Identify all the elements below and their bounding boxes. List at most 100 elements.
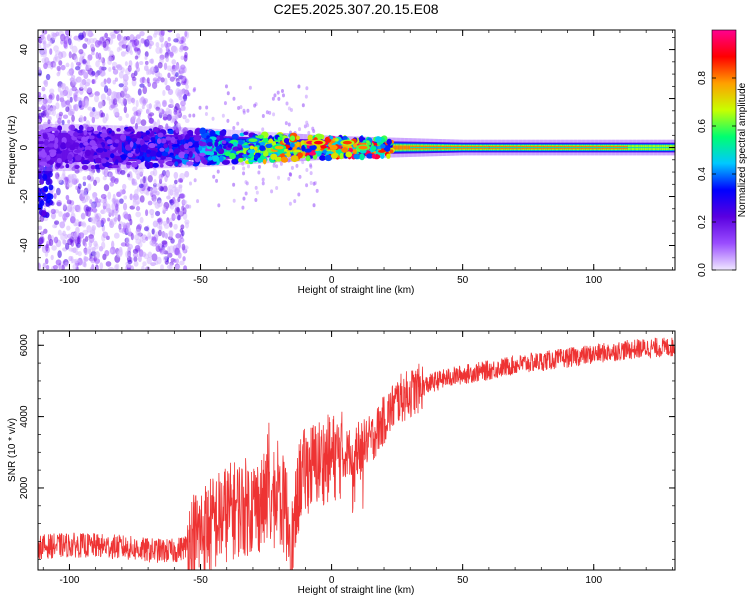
- noise-cell: [147, 232, 152, 239]
- noise-cell: [148, 43, 152, 50]
- noise-cell: [141, 104, 145, 110]
- band-cell: [179, 144, 185, 152]
- noise-cell: [117, 214, 121, 222]
- noise-cell: [144, 39, 150, 47]
- band-cell: [150, 137, 156, 141]
- band-cell: [259, 145, 266, 152]
- noise-cell: [95, 60, 100, 68]
- band-cell: [144, 160, 149, 168]
- noise-cell: [74, 204, 81, 211]
- band-cell: [265, 143, 273, 149]
- band-cell: [159, 147, 165, 152]
- noise-cell: [175, 122, 181, 128]
- noise-cell: [309, 171, 313, 176]
- noise-cell: [135, 206, 141, 211]
- noise-cell: [57, 229, 62, 236]
- noise-cell: [65, 62, 70, 68]
- noise-cell: [79, 56, 83, 65]
- noise-cell: [109, 181, 114, 187]
- spectrogram-x-ticks: -100 -50 0 50 100: [42, 30, 673, 286]
- noise-cell: [168, 230, 173, 238]
- band-cell: [131, 161, 138, 168]
- noise-cell: [142, 261, 147, 267]
- band-cell: [238, 139, 244, 145]
- noise-cell: [180, 105, 186, 112]
- noise-cell: [124, 61, 128, 67]
- band-cell: [110, 153, 115, 159]
- noise-cell: [122, 183, 127, 191]
- band-cell: [132, 136, 134, 159]
- noise-cell: [91, 79, 95, 85]
- noise-cell: [55, 187, 61, 196]
- noise-cell: [142, 86, 148, 95]
- noise-cell: [108, 266, 115, 270]
- noise-cell: [60, 33, 66, 42]
- band-cell: [335, 138, 339, 142]
- noise-cell: [111, 61, 118, 68]
- noise-cell: [242, 108, 246, 113]
- band-cell: [124, 128, 132, 132]
- noise-cell: [141, 238, 146, 244]
- noise-cell: [167, 252, 173, 258]
- band-cell: [86, 126, 93, 132]
- noise-cell: [277, 96, 281, 101]
- noise-cell: [47, 119, 51, 125]
- noise-cell: [43, 79, 49, 88]
- noise-cell: [63, 40, 68, 49]
- band-cell: [90, 165, 96, 170]
- band-cell: [167, 130, 175, 135]
- noise-cell: [85, 30, 92, 37]
- x-tick-label: -100: [59, 275, 79, 286]
- noise-cell: [118, 115, 123, 121]
- band-cell: [95, 147, 104, 153]
- band-cell: [366, 153, 374, 159]
- band-cell: [91, 145, 99, 150]
- band-cell: [136, 131, 142, 139]
- band-cell: [264, 142, 267, 153]
- noise-cell: [166, 114, 172, 121]
- noise-cell: [154, 30, 158, 36]
- noise-cell: [86, 210, 91, 217]
- band-cell: [262, 137, 269, 143]
- noise-cell: [131, 78, 137, 87]
- band-cell: [184, 134, 190, 140]
- noise-cell: [47, 104, 51, 111]
- band-cell: [78, 124, 84, 131]
- y-tick-label: -20: [19, 189, 30, 204]
- y-tick-label: -40: [19, 238, 30, 253]
- band-cell: [42, 173, 48, 180]
- noise-cell: [276, 90, 280, 95]
- band-cell: [157, 132, 164, 138]
- band-cell: [111, 130, 115, 137]
- band-cell: [38, 141, 45, 145]
- band-cell: [262, 151, 269, 157]
- noise-cell: [237, 106, 241, 111]
- noise-cell: [116, 46, 121, 53]
- band-cell: [45, 197, 51, 204]
- band-cell: [148, 143, 156, 149]
- band-cell: [159, 163, 164, 168]
- noise-cell: [139, 31, 145, 37]
- band-cell: [76, 129, 83, 134]
- band-cell: [406, 145, 408, 150]
- noise-cell: [242, 171, 246, 176]
- noise-cell: [125, 237, 130, 245]
- noise-cell: [112, 68, 119, 75]
- noise-cell: [167, 37, 171, 42]
- band-cell: [47, 143, 56, 148]
- band-cell: [358, 135, 364, 143]
- noise-cell: [124, 81, 129, 86]
- noise-cell: [142, 99, 147, 106]
- noise-cell: [138, 167, 144, 175]
- x-tick-label: 0: [329, 275, 335, 286]
- band-cell: [173, 136, 175, 159]
- noise-cell: [147, 251, 153, 258]
- band-cell: [329, 135, 334, 140]
- band-cell: [175, 136, 178, 159]
- noise-cell: [241, 205, 245, 210]
- noise-cell: [45, 110, 49, 117]
- noise-cell: [66, 199, 72, 205]
- noise-cell: [134, 122, 138, 130]
- band-cell: [79, 142, 84, 148]
- noise-cell: [132, 199, 137, 208]
